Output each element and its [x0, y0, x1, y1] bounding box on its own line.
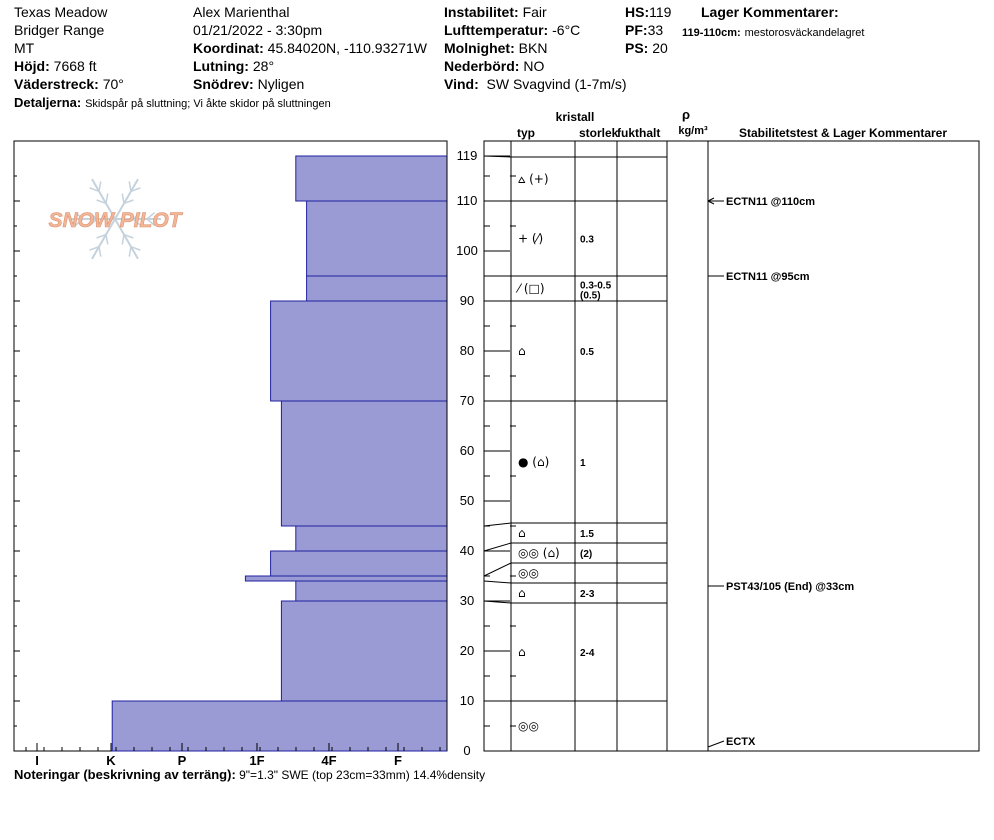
- precip-row: Nederbörd: NO: [444, 58, 545, 74]
- depth-tick-label: 50: [460, 493, 474, 508]
- hardness-bar: [280, 400, 448, 527]
- depth-tick-label: 70: [460, 393, 474, 408]
- hardness-tick-label: I: [35, 753, 39, 768]
- snowpilot-logo: SNOW PILOT: [48, 178, 184, 260]
- depth-tick-label: 20: [460, 643, 474, 658]
- layer-connector: [483, 600, 512, 604]
- drift-row: Snödrev: Nyligen: [193, 76, 305, 92]
- stability-test-label: PST43/105 (End) @33cm: [726, 581, 854, 593]
- crystal-type: ⌂: [518, 645, 526, 659]
- depth-tick-label: 60: [460, 443, 474, 458]
- stability-test-label: ECTN11 @95cm: [726, 271, 810, 283]
- crystal-type: ◎◎ (⌂): [518, 546, 560, 560]
- slope-row: Lutning: 28°: [193, 58, 275, 74]
- hardness-bar: [306, 200, 448, 277]
- hardness-tick-label: F: [394, 753, 402, 768]
- profile-header: Texas Meadow Bridger Range MT Höjd: 7668…: [0, 0, 994, 115]
- crystal-size-secondary: (0.5): [580, 291, 601, 302]
- location: Texas Meadow: [14, 4, 108, 20]
- crystal-size: 0.3-0.5: [580, 281, 612, 292]
- layer-table-frame: [483, 140, 980, 752]
- depth-tick-label: 40: [460, 543, 474, 558]
- depth-tick-label: 0: [463, 743, 470, 758]
- coord-row: Koordinat: 45.84020N, -110.93271W: [193, 40, 427, 56]
- hardness-bar: [270, 300, 448, 402]
- layer-connector: [483, 522, 512, 527]
- crystal-size: 1: [580, 458, 586, 469]
- crystal-size: 0.5: [580, 347, 594, 358]
- crystal-size: (2): [580, 549, 592, 560]
- crystal-header: kristall: [556, 110, 595, 124]
- hardness-bar: [244, 575, 448, 582]
- layer-connector: [483, 155, 512, 158]
- sky-row: Molnighet: BKN: [444, 40, 548, 56]
- hardness-tick-label: P: [178, 753, 187, 768]
- layer-comments-title: Lager Kommentarer:: [701, 4, 839, 20]
- density-unit: kg/m³: [678, 125, 708, 137]
- crystal-size: 0.3: [580, 235, 594, 246]
- crystal-size: 2-4: [580, 648, 595, 659]
- tests-header: Stabilitetstest & Lager Kommentarer: [739, 126, 947, 140]
- airtemp-row: Lufttemperatur: -6°C: [444, 22, 581, 38]
- hs-row: HS:119: [625, 4, 672, 20]
- wind-row: Vind: SW Svagvind (1-7m/s): [444, 76, 627, 92]
- depth-tick-label: 80: [460, 343, 474, 358]
- hardness-tick-label: 4F: [321, 753, 336, 768]
- arrow-head: [707, 197, 715, 202]
- datetime: 01/21/2022 - 3:30pm: [193, 22, 323, 38]
- crystal-type: + (⁄): [518, 232, 543, 246]
- hardness-bar: [295, 525, 448, 552]
- hardness-bar: [295, 580, 448, 602]
- layer-connector: [483, 542, 512, 552]
- depth-tick-label: 110: [457, 193, 478, 208]
- hardness-bar: [295, 155, 448, 202]
- hardness-tick-label: K: [106, 753, 116, 768]
- type-header: typ: [517, 126, 535, 140]
- ps-row: PS: 20: [625, 40, 668, 56]
- crystal-type: ⌂: [518, 586, 526, 600]
- state: MT: [14, 40, 35, 56]
- crystal-type: ⌂: [518, 526, 526, 540]
- moisture-header: fukthalt: [617, 126, 660, 140]
- snowpilot-logo-text: SNOW PILOT: [49, 209, 184, 232]
- crystal-size: 1.5: [580, 529, 594, 540]
- hardness-bar: [280, 600, 448, 702]
- crystal-type: ⁄ (□): [515, 282, 545, 296]
- observer: Alex Marienthal: [193, 4, 290, 20]
- crystal-type: ⩟ (+): [518, 172, 549, 186]
- depth-tick-label: 10: [460, 693, 474, 708]
- depth-tick-label: 100: [456, 243, 478, 258]
- stability-test-label: ECTX: [726, 736, 756, 748]
- crystal-type: ● (⌂): [518, 455, 549, 469]
- layer-comment: 119-110cm: mestorosväckandelagret: [682, 27, 865, 39]
- hardness-bar: [111, 700, 448, 752]
- elevation-row: Höjd: 7668 ft: [14, 58, 97, 74]
- stability-test-arrow: [707, 740, 725, 748]
- crystal-type: ◎◎: [518, 719, 539, 733]
- hardness-bar: [306, 275, 448, 302]
- aspect-row: Väderstreck: 70°: [14, 76, 124, 92]
- notes: Noteringar (beskrivning av terräng): 9"=…: [14, 767, 486, 782]
- density-symbol: ρ: [682, 107, 690, 122]
- pf-row: PF:33: [625, 22, 664, 38]
- hardness-tick-label: 1F: [249, 753, 264, 768]
- crystal-type: ⌂: [518, 344, 526, 358]
- size-header: storlek: [579, 126, 619, 140]
- hardness-bar: [270, 550, 448, 577]
- arrow-head: [707, 200, 715, 205]
- stability-row: Instabilitet: Fair: [444, 4, 547, 20]
- depth-tick-label: 30: [460, 593, 474, 608]
- range: Bridger Range: [14, 22, 105, 38]
- depth-tick-label: 90: [460, 293, 474, 308]
- depth-tick-label: 119: [457, 148, 478, 163]
- crystal-type: ◎◎: [518, 566, 539, 580]
- layer-connector: [483, 562, 512, 577]
- stability-test-label: ECTN11 @110cm: [726, 196, 815, 208]
- crystal-size: 2-3: [580, 589, 595, 600]
- details-row: Detaljerna: Skidspår på sluttning; Vi åk…: [14, 95, 331, 110]
- layer-connector: [483, 580, 512, 584]
